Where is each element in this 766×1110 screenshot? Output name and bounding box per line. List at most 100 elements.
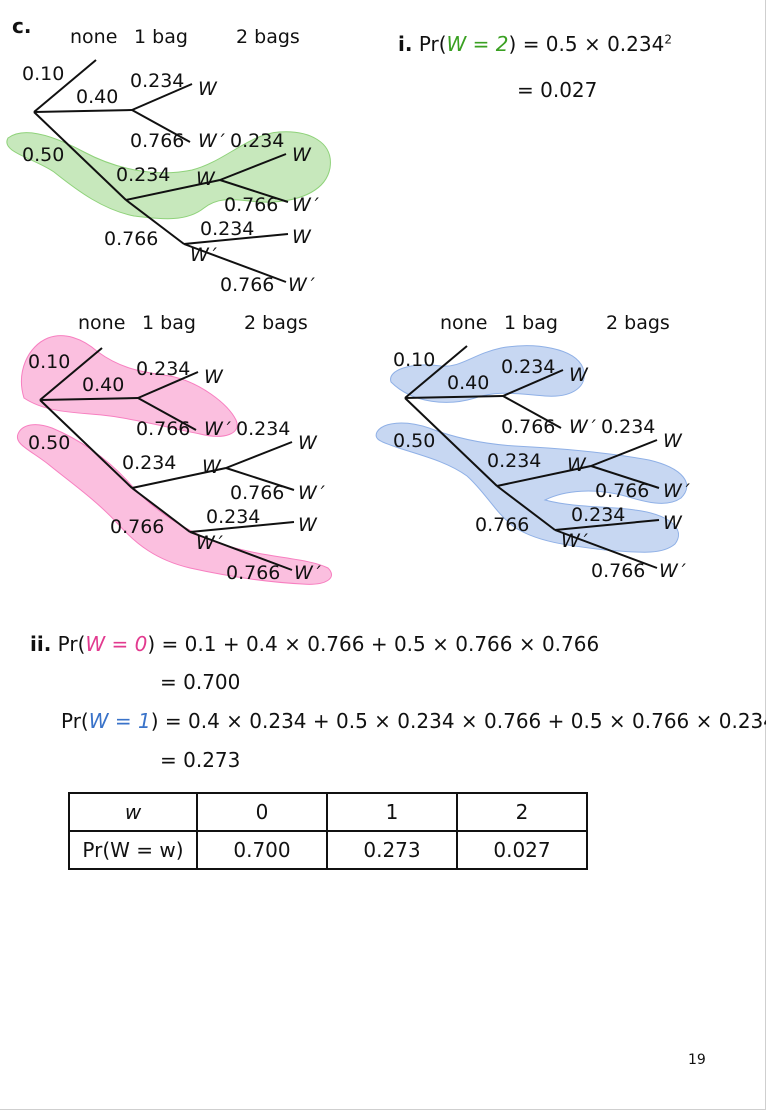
prob-wprime-label: 0.766 — [220, 274, 275, 296]
prob-two-bags-label: 0.50 — [22, 144, 65, 166]
outcome-wprime-label: W ′ — [569, 416, 596, 438]
tree-header-2: 2 bags — [606, 312, 670, 334]
tree-branch — [496, 465, 592, 487]
tree-branch — [502, 369, 564, 397]
prob-wprime-label: 0.766 — [110, 516, 165, 538]
table-row: Pr(W = w) 0.700 0.273 0.027 — [68, 830, 588, 870]
outcome-w-label: W — [196, 168, 215, 190]
distribution-table: w 0 1 2 Pr(W = w) 0.700 0.273 0.027 — [68, 792, 588, 870]
prob-w-label: 0.234 — [487, 450, 542, 472]
part-i-line2: = 0.027 — [517, 78, 598, 102]
tree-branch — [590, 439, 658, 467]
tree-branch — [183, 243, 287, 283]
table-row: w 0 1 2 — [68, 792, 588, 832]
prob-wprime-label: 0.766 — [130, 130, 185, 152]
tree-branch — [131, 83, 193, 111]
prob-w-label: 0.234 — [601, 416, 656, 438]
prob-one-bag-label: 0.40 — [447, 372, 490, 394]
tree-branch — [225, 441, 293, 469]
outcome-wprime-label: W ′ — [204, 418, 231, 440]
table-cell: 0.027 — [456, 830, 588, 870]
table-cell: 0.700 — [196, 830, 328, 870]
highlight-region — [390, 345, 585, 403]
tree-branch — [131, 109, 191, 143]
prob-wprime-label: 0.766 — [501, 416, 556, 438]
tree-branch — [225, 467, 295, 491]
part-ii-eq2-pre: Pr( — [61, 709, 89, 733]
prob-wprime-label: 0.766 — [226, 562, 281, 584]
tree-diagram-w1 — [375, 345, 688, 569]
part-ii-eq1-post: ) = 0.1 + 0.4 × 0.766 + 0.5 × 0.766 × 0.… — [147, 632, 600, 656]
outcome-wprime-label: W ′ — [292, 194, 319, 216]
outcome-w-label: W — [298, 514, 317, 536]
highlight-region — [6, 131, 331, 220]
prob-wprime-label: 0.766 — [224, 194, 279, 216]
part-i-label: i. — [398, 32, 413, 56]
tree-header-2: 2 bags — [236, 26, 300, 48]
tree-header-0: none — [440, 312, 488, 334]
prob-w-label: 0.234 — [116, 164, 171, 186]
prob-w-label: 0.234 — [130, 70, 185, 92]
outcome-wprime-label: W ′ — [288, 274, 315, 296]
tree-branch — [404, 345, 468, 399]
prob-none-label: 0.10 — [393, 349, 436, 371]
table-header-w: w — [68, 792, 198, 832]
part-ii-eq2-post: ) = 0.4 × 0.234 + 0.5 × 0.234 × 0.766 + … — [150, 709, 766, 733]
outcome-w-label: W — [663, 512, 682, 534]
prob-w-label: 0.234 — [571, 504, 626, 526]
outcome-w-label: W — [198, 78, 217, 100]
prob-w-label: 0.234 — [501, 356, 556, 378]
tree-branch — [189, 531, 293, 571]
outcome-wprime-label: W ′ — [294, 562, 321, 584]
tree-header-0: none — [78, 312, 126, 334]
tree-branch — [131, 467, 227, 489]
tree-branch — [554, 519, 660, 531]
part-ii-eq1-result: = 0.700 — [160, 670, 241, 694]
outcome-w-label: W — [292, 226, 311, 248]
tree-branch — [125, 199, 185, 245]
outcome-w-label: W — [298, 432, 317, 454]
prob-w-label: 0.234 — [230, 130, 285, 152]
prob-none-label: 0.10 — [22, 63, 65, 85]
outcome-w-label: W — [292, 144, 311, 166]
tree-branch — [219, 153, 287, 181]
part-i-post: ) = 0.5 × 0.234 — [508, 32, 665, 56]
prob-wprime-label: 0.766 — [230, 482, 285, 504]
tree-header-1: 1 bag — [504, 312, 558, 334]
part-i-sup: 2 — [664, 32, 672, 47]
outcome-wprime-label: W ′ — [663, 480, 690, 502]
tree-branch — [39, 399, 133, 489]
outcome-w-label: W — [204, 366, 223, 388]
tree-branch — [39, 347, 103, 401]
tree-branch — [183, 233, 289, 245]
prob-wprime-label: 0.766 — [475, 514, 530, 536]
tree-diagram-w2 — [6, 59, 331, 283]
tree-header-0: none — [70, 26, 118, 48]
tree-branch — [125, 179, 221, 201]
tree-branch — [189, 521, 295, 533]
prob-w-label: 0.234 — [200, 218, 255, 240]
part-ii-label: ii. — [30, 632, 52, 656]
prob-wprime-label: 0.766 — [595, 480, 650, 502]
outcome-wprime-label: W ′ — [659, 560, 686, 582]
prob-one-bag-label: 0.40 — [76, 86, 119, 108]
outcome-wprime-label: W ′ — [298, 482, 325, 504]
tree-branch — [554, 529, 658, 569]
table-cell: 0 — [196, 792, 328, 832]
tree-branch — [502, 395, 562, 429]
outcome-w-label: W — [663, 430, 682, 452]
highlight-region — [375, 422, 688, 553]
highlight-region — [16, 424, 333, 585]
table-cell: 2 — [456, 792, 588, 832]
tree-header-2: 2 bags — [244, 312, 308, 334]
tree-branch — [404, 397, 498, 487]
part-i-line1: i. Pr(W = 2) = 0.5 × 0.2342 — [398, 32, 672, 56]
outcome-w-label: W — [567, 454, 586, 476]
tree-diagram-w0 — [16, 335, 333, 585]
prob-w-label: 0.234 — [206, 506, 261, 528]
prob-two-bags-label: 0.50 — [393, 430, 436, 452]
tree-branch — [33, 111, 127, 201]
tree-branch — [33, 59, 97, 113]
tree-header-1: 1 bag — [142, 312, 196, 334]
